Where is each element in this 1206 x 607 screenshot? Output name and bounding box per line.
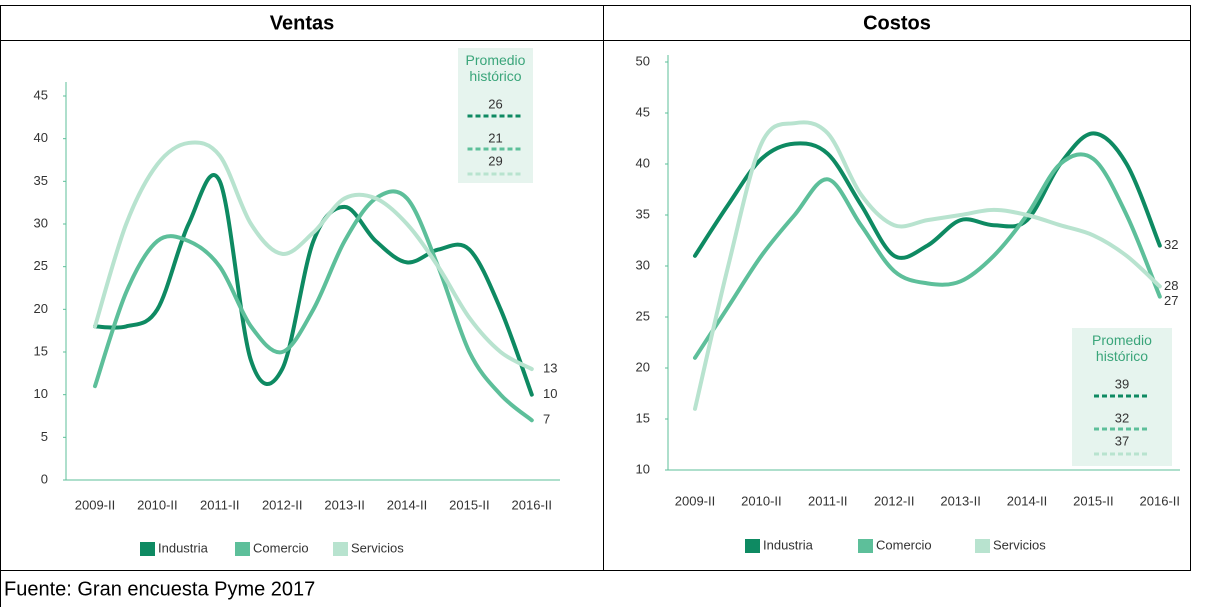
y-tick-label: 35 bbox=[34, 173, 48, 188]
average-value: 39 bbox=[1115, 376, 1129, 391]
x-tick-label: 2013-II bbox=[324, 497, 364, 512]
legend-label: Comercio bbox=[253, 540, 309, 555]
value-label: 10 bbox=[543, 386, 557, 401]
x-tick-label: 2010-II bbox=[137, 497, 177, 512]
average-title-wrap: Promedio histórico bbox=[465, 52, 526, 84]
y-tick-label: 10 bbox=[34, 386, 48, 401]
series-line bbox=[93, 172, 534, 397]
chart-title: Ventas bbox=[270, 12, 334, 34]
value-label: 13 bbox=[543, 361, 557, 376]
legend-swatch bbox=[858, 539, 873, 553]
legend-swatch bbox=[975, 539, 990, 553]
x-tick-label: 2015-II bbox=[449, 497, 489, 512]
y-tick-label: 15 bbox=[636, 410, 650, 425]
legend-label: Servicios bbox=[351, 540, 404, 555]
average-value: 37 bbox=[1115, 433, 1129, 448]
legend-swatch bbox=[140, 542, 155, 556]
x-tick-label: 2011-II bbox=[200, 497, 240, 512]
series-line bbox=[93, 140, 534, 372]
legend-label: Servicios bbox=[993, 537, 1046, 552]
x-tick-label: 2012-II bbox=[874, 493, 914, 508]
x-tick-label: 2014-II bbox=[387, 497, 427, 512]
y-tick-label: 15 bbox=[34, 343, 48, 358]
value-label: 32 bbox=[1164, 237, 1178, 252]
average-title-wrap: Promedio histórico bbox=[1092, 332, 1152, 364]
average-value: 29 bbox=[488, 153, 502, 168]
chart-title: Costos bbox=[863, 12, 931, 34]
legend-swatch bbox=[745, 539, 760, 553]
y-tick-label: 40 bbox=[636, 155, 650, 170]
series-line bbox=[693, 120, 1162, 411]
legend-label: Comercio bbox=[876, 537, 932, 552]
x-tick-label: 2016-II bbox=[1140, 493, 1180, 508]
average-value: 32 bbox=[1115, 410, 1129, 425]
value-label: 27 bbox=[1164, 293, 1178, 308]
average-value: 26 bbox=[488, 96, 502, 111]
legend-label: Industria bbox=[763, 537, 814, 552]
legend-swatch bbox=[333, 542, 348, 556]
source: Fuente: Gran encuesta Pyme 2017 bbox=[4, 578, 315, 600]
y-tick-label: 20 bbox=[636, 359, 650, 374]
average-value: 21 bbox=[488, 130, 502, 145]
x-tick-label: 2010-II bbox=[741, 493, 781, 508]
series-line bbox=[693, 152, 1162, 360]
y-tick-label: 40 bbox=[34, 130, 48, 145]
x-tick-label: 2012-II bbox=[262, 497, 302, 512]
y-tick-label: 5 bbox=[41, 429, 48, 444]
average-title: Promedio histórico bbox=[1092, 332, 1152, 364]
y-tick-label: 0 bbox=[41, 471, 48, 486]
legend-swatch bbox=[235, 542, 250, 556]
y-tick-label: 35 bbox=[636, 206, 650, 221]
y-tick-label: 20 bbox=[34, 301, 48, 316]
x-tick-label: 2013-II bbox=[940, 493, 980, 508]
average-title: Promedio histórico bbox=[465, 52, 526, 84]
value-label: 7 bbox=[543, 412, 550, 427]
y-tick-label: 25 bbox=[636, 308, 650, 323]
x-tick-label: 2015-II bbox=[1073, 493, 1113, 508]
y-tick-label: 45 bbox=[636, 104, 650, 119]
y-tick-label: 50 bbox=[636, 53, 650, 68]
x-tick-label: 2014-II bbox=[1007, 493, 1047, 508]
x-tick-label: 2016-II bbox=[512, 497, 552, 512]
y-tick-label: 30 bbox=[34, 215, 48, 230]
series-line bbox=[693, 131, 1162, 260]
x-tick-label: 2009-II bbox=[675, 493, 715, 508]
series-line bbox=[93, 189, 534, 423]
x-tick-label: 2009-II bbox=[75, 497, 115, 512]
value-label: 28 bbox=[1164, 278, 1178, 293]
y-tick-label: 10 bbox=[636, 461, 650, 476]
y-tick-label: 45 bbox=[34, 87, 48, 102]
y-tick-label: 30 bbox=[636, 257, 650, 272]
x-tick-label: 2011-II bbox=[808, 493, 848, 508]
legend-label: Industria bbox=[158, 540, 209, 555]
y-tick-label: 25 bbox=[34, 258, 48, 273]
